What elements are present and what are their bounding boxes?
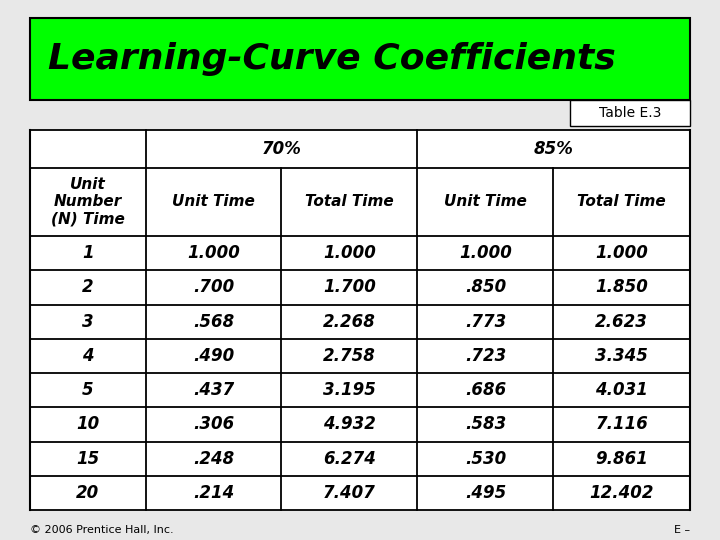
Text: .490: .490: [193, 347, 234, 365]
Text: 1.000: 1.000: [187, 244, 240, 262]
Text: 3: 3: [82, 313, 94, 330]
Text: 1.000: 1.000: [323, 244, 376, 262]
Text: 3.195: 3.195: [323, 381, 376, 399]
Text: Table E.3: Table E.3: [599, 106, 661, 120]
Bar: [570, 100, 690, 126]
Text: .686: .686: [465, 381, 506, 399]
Text: .850: .850: [465, 279, 506, 296]
Bar: [30, 130, 690, 510]
Text: 2.623: 2.623: [595, 313, 648, 330]
Text: 85%: 85%: [534, 140, 574, 158]
Text: 15: 15: [76, 450, 99, 468]
Text: 5: 5: [82, 381, 94, 399]
Text: 70%: 70%: [261, 140, 302, 158]
Text: 12.402: 12.402: [590, 484, 654, 502]
Text: 20: 20: [76, 484, 99, 502]
Text: 9.861: 9.861: [595, 450, 648, 468]
Text: 4.932: 4.932: [323, 415, 376, 434]
Text: 2.268: 2.268: [323, 313, 376, 330]
Text: 4: 4: [82, 347, 94, 365]
Text: 7.116: 7.116: [595, 415, 648, 434]
Text: 1.850: 1.850: [595, 279, 648, 296]
Text: .700: .700: [193, 279, 234, 296]
Text: Unit Time: Unit Time: [444, 194, 527, 210]
Text: .773: .773: [465, 313, 506, 330]
Text: .495: .495: [465, 484, 506, 502]
Text: © 2006 Prentice Hall, Inc.: © 2006 Prentice Hall, Inc.: [30, 525, 174, 535]
Text: .583: .583: [465, 415, 506, 434]
Text: 1.000: 1.000: [459, 244, 512, 262]
Text: 1.700: 1.700: [323, 279, 376, 296]
Bar: [30, 18, 690, 100]
Text: 4.031: 4.031: [595, 381, 648, 399]
Text: Unit
Number
(N) Time: Unit Number (N) Time: [51, 177, 125, 227]
Text: Learning-Curve Coefficients: Learning-Curve Coefficients: [48, 42, 616, 76]
Text: .568: .568: [193, 313, 234, 330]
Text: 1.000: 1.000: [595, 244, 648, 262]
Text: E –: E –: [674, 525, 690, 535]
Text: .306: .306: [193, 415, 234, 434]
Text: .723: .723: [465, 347, 506, 365]
Text: .248: .248: [193, 450, 234, 468]
Text: 2: 2: [82, 279, 94, 296]
Text: 2.758: 2.758: [323, 347, 376, 365]
Text: 3.345: 3.345: [595, 347, 648, 365]
Text: 6.274: 6.274: [323, 450, 376, 468]
Text: 10: 10: [76, 415, 99, 434]
Text: .214: .214: [193, 484, 234, 502]
Text: Total Time: Total Time: [577, 194, 666, 210]
Text: Total Time: Total Time: [305, 194, 394, 210]
Text: 1: 1: [82, 244, 94, 262]
Text: 7.407: 7.407: [323, 484, 376, 502]
Text: .437: .437: [193, 381, 234, 399]
Text: Unit Time: Unit Time: [172, 194, 255, 210]
Text: .530: .530: [465, 450, 506, 468]
